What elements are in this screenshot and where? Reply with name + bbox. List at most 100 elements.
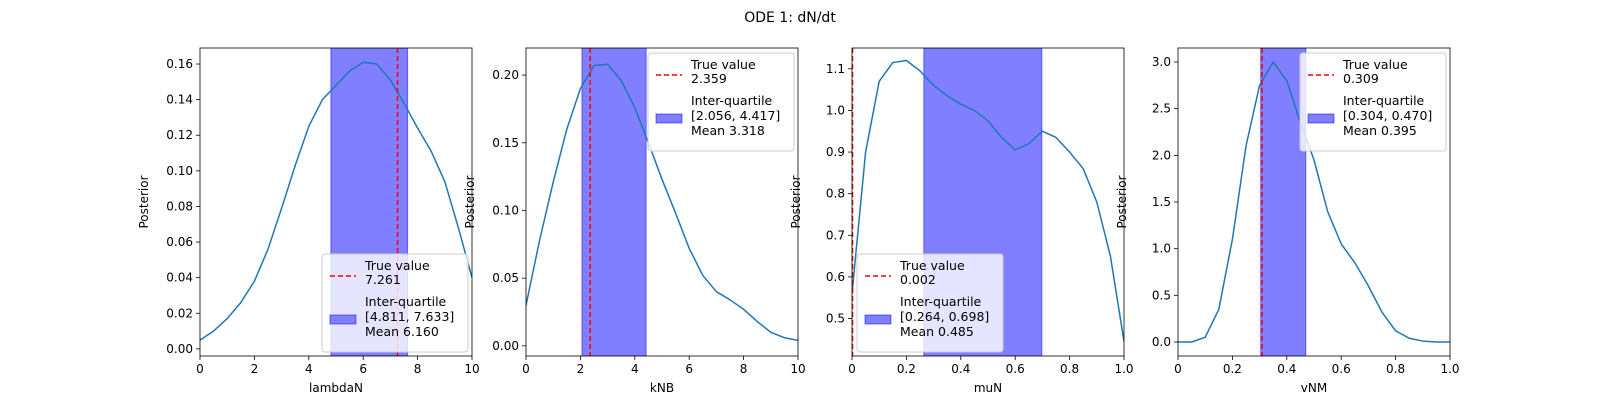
y-tick-label: 0.16 [166, 57, 193, 71]
y-tick-label: 0.20 [492, 68, 519, 82]
x-tick-label: 0.2 [1223, 362, 1242, 376]
figure-title: ODE 1: dN/dt [744, 10, 836, 26]
y-axis-label: Posterior [789, 175, 803, 228]
x-tick-label: 10 [790, 362, 805, 376]
x-tick-label: 6 [685, 362, 693, 376]
x-tick-label: 10 [464, 362, 479, 376]
y-tick-label: 0.5 [1152, 288, 1171, 302]
panel-3: 0 0.2 0.4 0.6 0.8 1.0 0.5 0.6 0.7 0.8 0.9 1.0 1.1 muN… [789, 47, 1134, 395]
y-tick-label: 2.5 [1152, 102, 1171, 116]
panel-2-axes-frame [525, 47, 799, 357]
x-axis-label: lambdaN [309, 381, 363, 395]
y-tick-label: 1.5 [1152, 195, 1171, 209]
legend-true-value-label: True value [1342, 57, 1408, 72]
legend-interquartile-swatch [1307, 113, 1335, 124]
y-tick-label: 0.02 [166, 306, 193, 320]
legend-true-value-label: True value [899, 258, 965, 273]
y-tick-label: 0.14 [166, 93, 193, 107]
x-axis-label: kNB [650, 381, 674, 395]
legend-interquartile-range: [0.264, 0.698] [900, 309, 989, 324]
panel-3-axes-frame [851, 47, 1125, 357]
x-tick-label: 0.6 [1332, 362, 1351, 376]
y-tick-label: 1.0 [1152, 242, 1171, 256]
x-tick-label: 0.6 [1006, 362, 1025, 376]
x-axis-label: vNM [1301, 381, 1327, 395]
posterior-curve [1178, 61, 1450, 343]
x-tick-label: 8 [414, 362, 422, 376]
y-tick-label: 0.5 [826, 312, 845, 326]
legend-interquartile-swatch [864, 314, 892, 325]
legend-true-value-number: 7.261 [365, 272, 401, 287]
legend-mean: Mean 6.160 [365, 324, 439, 339]
legend-interquartile-range: [0.304, 0.470] [1343, 108, 1432, 123]
x-tick-label: 2 [251, 362, 259, 376]
panel-1-axes-frame [199, 47, 473, 357]
y-tick-label: 1.0 [826, 103, 845, 117]
y-tick-label: 0.9 [826, 145, 845, 159]
y-tick-label: 0.7 [826, 228, 845, 242]
x-tick-label: 6 [359, 362, 367, 376]
legend-interquartile-swatch [655, 113, 683, 124]
x-tick-label: 0.2 [897, 362, 916, 376]
y-tick-label: 0.04 [166, 271, 193, 285]
x-tick-label: 1.0 [1440, 362, 1459, 376]
y-tick-label: 3.0 [1152, 55, 1171, 69]
y-tick-label: 1.1 [826, 62, 845, 76]
posterior-curve [526, 63, 798, 342]
x-tick-label: 0.4 [951, 362, 970, 376]
legend-box [1299, 52, 1447, 152]
y-axis-label: Posterior [137, 175, 151, 228]
x-tick-label: 0.8 [1060, 362, 1079, 376]
legend-true-value-number: 0.002 [900, 272, 936, 287]
x-tick-label: 2 [577, 362, 585, 376]
legend-interquartile-range: [2.056, 4.417] [691, 108, 780, 123]
legend-box [321, 253, 469, 353]
y-tick-label: 0.0 [1152, 335, 1171, 349]
interquartile-band [1260, 48, 1307, 356]
legend-interquartile-label: Inter-quartile [900, 294, 982, 309]
legend-interquartile-range: [4.811, 7.633] [365, 309, 454, 324]
y-tick-label: 0.05 [492, 271, 519, 285]
legend-interquartile-label: Inter-quartile [365, 294, 447, 309]
y-tick-label: 0.10 [492, 203, 519, 217]
legend-true-value-number: 2.359 [691, 71, 727, 86]
interquartile-band [581, 48, 647, 356]
x-tick-label: 0.8 [1386, 362, 1405, 376]
y-tick-label: 0.15 [492, 136, 519, 150]
panel-4: 0 0.2 0.4 0.6 0.8 1.0 0.0 0.5 1.0 1.5 2.0 2.5 3.0 vNM… [1115, 47, 1460, 395]
legend-mean: Mean 0.395 [1343, 123, 1417, 138]
x-tick-label: 0.4 [1277, 362, 1296, 376]
x-tick-label: 0 [1174, 362, 1182, 376]
y-tick-label: 0.00 [492, 339, 519, 353]
panel-4-plot-area [1178, 48, 1450, 356]
x-tick-label: 0 [196, 362, 204, 376]
y-axis-label: Posterior [463, 175, 477, 228]
legend-interquartile-label: Inter-quartile [1343, 93, 1425, 108]
legend-interquartile-swatch [329, 314, 357, 325]
legend-true-value-label: True value [690, 57, 756, 72]
y-axis-label: Posterior [1115, 175, 1129, 228]
legend-true-value-label: True value [364, 258, 430, 273]
legend-box [856, 253, 1004, 353]
y-tick-label: 0.06 [166, 235, 193, 249]
panel-1: 0 2 4 6 8 10 0.00 0.02 0.04 0.06 0.08 0.10 0.12 0.14 0… [137, 47, 480, 395]
panel-2-plot-area [526, 48, 798, 356]
x-tick-label: 1.0 [1114, 362, 1133, 376]
y-tick-label: 0.8 [826, 187, 845, 201]
panels: 0 2 4 6 8 100.000.020.040.060.080.100.120.140… [137, 47, 1460, 395]
y-tick-label: 0.6 [826, 270, 845, 284]
posterior-curve [852, 59, 1124, 342]
legend-interquartile-label: Inter-quartile [691, 93, 773, 108]
y-tick-label: 2.0 [1152, 148, 1171, 162]
legend-box [647, 52, 795, 152]
legend-true-value-number: 0.309 [1343, 71, 1379, 86]
y-tick-label: 0.12 [166, 128, 193, 142]
x-tick-label: 0 [848, 362, 856, 376]
y-tick-label: 0.00 [166, 342, 193, 356]
panel-2: 0 2 4 6 8 10 0.00 0.05 0.10 0.15 0.20 kNB Posterior T… [463, 47, 806, 395]
